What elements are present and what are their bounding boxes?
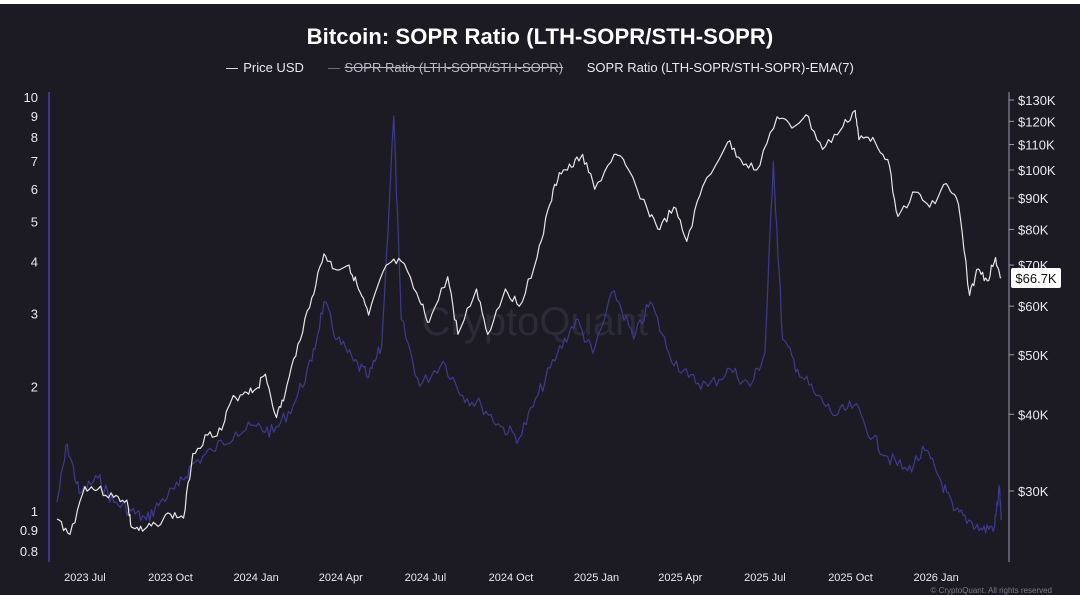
right-axis-tick-label: $110K: [1018, 138, 1055, 153]
legend-swatch-price: [226, 68, 239, 70]
x-axis-tick-label: 2025 Jan: [574, 572, 619, 584]
left-axis-tick-label: 5: [31, 215, 38, 230]
top-border: [0, 0, 1080, 4]
legend-swatch-sopr: [327, 68, 340, 70]
left-axis-tick-label: 3: [31, 306, 38, 321]
x-axis-tick-label: 2025 Jul: [744, 572, 786, 584]
left-axis-tick-label: 9: [31, 109, 38, 124]
legend-label-price: Price USD: [243, 60, 304, 75]
left-axis-tick-label: 4: [31, 255, 38, 270]
x-axis-tick-label: 2025 Oct: [828, 572, 873, 584]
left-axis-tick-label: 0.9: [20, 523, 38, 538]
right-axis-tick-label: $130K: [1018, 93, 1056, 108]
x-axis-tick-label: 2024 Jan: [233, 572, 278, 584]
left-axis-tick-label: 10: [24, 90, 38, 105]
right-axis-tick-label: $80K: [1018, 222, 1049, 237]
series-price-line: [56, 109, 1002, 535]
legend-item-sopr-ratio[interactable]: SOPR Ratio (LTH-SOPR/STH-SOPR): [327, 60, 564, 75]
x-axis-tick-label: 2024 Oct: [489, 572, 534, 584]
left-axis-tick-label: 1: [31, 504, 38, 519]
left-axis-tick-label: 2: [31, 379, 38, 394]
x-axis-tick-label: 2023 Jul: [64, 572, 106, 584]
left-axis-tick-label: 6: [31, 182, 38, 197]
right-axis-tick-label: $40K: [1018, 407, 1049, 422]
legend-item-sopr-ema[interactable]: SOPR Ratio (LTH-SOPR/STH-SOPR)-EMA(7): [587, 60, 854, 75]
current-price-badge-label: $66.7K: [1015, 271, 1057, 286]
footer-copyright: © CryptoQuant. All rights reserved: [931, 586, 1053, 595]
right-axis-tick-label: $100K: [1018, 163, 1056, 178]
chart-legend: Price USD SOPR Ratio (LTH-SOPR/STH-SOPR)…: [0, 60, 1080, 75]
x-axis-tick-label: 2026 Jan: [913, 572, 958, 584]
right-axis-tick-label: $60K: [1018, 299, 1049, 314]
legend-label-sopr-ema: SOPR Ratio (LTH-SOPR/STH-SOPR)-EMA(7): [586, 60, 854, 75]
current-price-badge: [1011, 267, 1061, 288]
right-axis-tick-label: $30K: [1018, 484, 1049, 499]
right-axis-tick-label: $50K: [1018, 348, 1049, 363]
right-axis-tick-label: $120K: [1018, 114, 1056, 129]
chart-title: Bitcoin: SOPR Ratio (LTH-SOPR/STH-SOPR): [306, 24, 774, 49]
right-axis-tick-label: $90K: [1018, 191, 1049, 206]
left-axis-tick-label: 7: [31, 154, 38, 169]
left-axis-tick-label: 8: [31, 130, 38, 145]
legend-item-price[interactable]: Price USD: [226, 60, 304, 75]
series-sopr-ema-line: [56, 115, 1002, 534]
x-axis-tick-label: 2023 Oct: [148, 572, 193, 584]
x-axis-tick-label: 2025 Apr: [658, 572, 702, 584]
x-axis-tick-label: 2024 Jul: [405, 572, 447, 584]
legend-label-sopr: SOPR Ratio (LTH-SOPR/STH-SOPR): [344, 60, 564, 75]
x-axis-tick-label: 2024 Apr: [319, 572, 363, 584]
left-axis-tick-label: 0.8: [20, 544, 38, 559]
watermark-text: CryptoQuant: [422, 300, 649, 344]
